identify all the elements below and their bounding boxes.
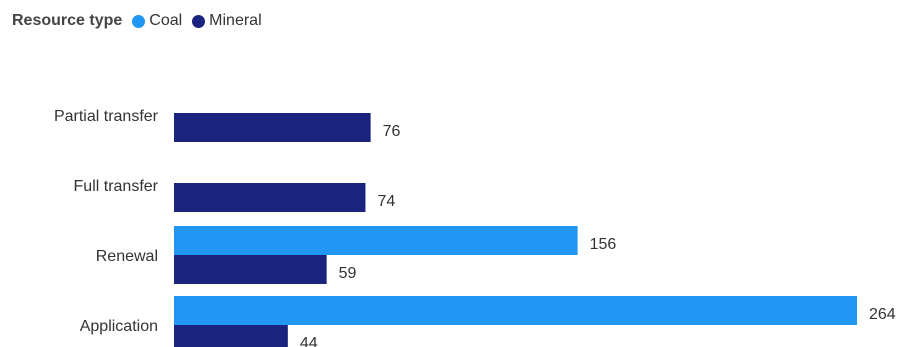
bar-mineral[interactable] — [174, 325, 288, 347]
legend-dot-mineral-icon — [192, 14, 206, 28]
bar-mineral[interactable] — [174, 255, 327, 284]
category-label: Renewal — [96, 248, 158, 265]
data-label: 156 — [590, 236, 617, 253]
data-label: 264 — [869, 306, 896, 323]
category-label: Full transfer — [74, 178, 159, 195]
category-label: Application — [80, 318, 158, 335]
category-label: Partial transfer — [54, 108, 159, 125]
legend-item-coal[interactable]: Coal — [132, 12, 182, 30]
legend-label-coal: Coal — [149, 12, 183, 29]
legend-dot-coal-icon — [132, 14, 146, 28]
legend-item-mineral[interactable]: Mineral — [192, 12, 262, 30]
data-label: 74 — [377, 193, 395, 210]
legend-title: Resource type — [12, 12, 123, 29]
data-label: 59 — [339, 265, 357, 282]
legend-label-mineral: Mineral — [209, 12, 262, 29]
data-label: 76 — [383, 123, 401, 140]
data-label: 44 — [300, 335, 318, 347]
bar-coal[interactable] — [174, 296, 857, 325]
bar-coal[interactable] — [174, 226, 578, 255]
bar-mineral[interactable] — [174, 183, 366, 212]
bar-mineral[interactable] — [174, 113, 371, 142]
legend: Resource type Coal Mineral — [12, 12, 266, 30]
